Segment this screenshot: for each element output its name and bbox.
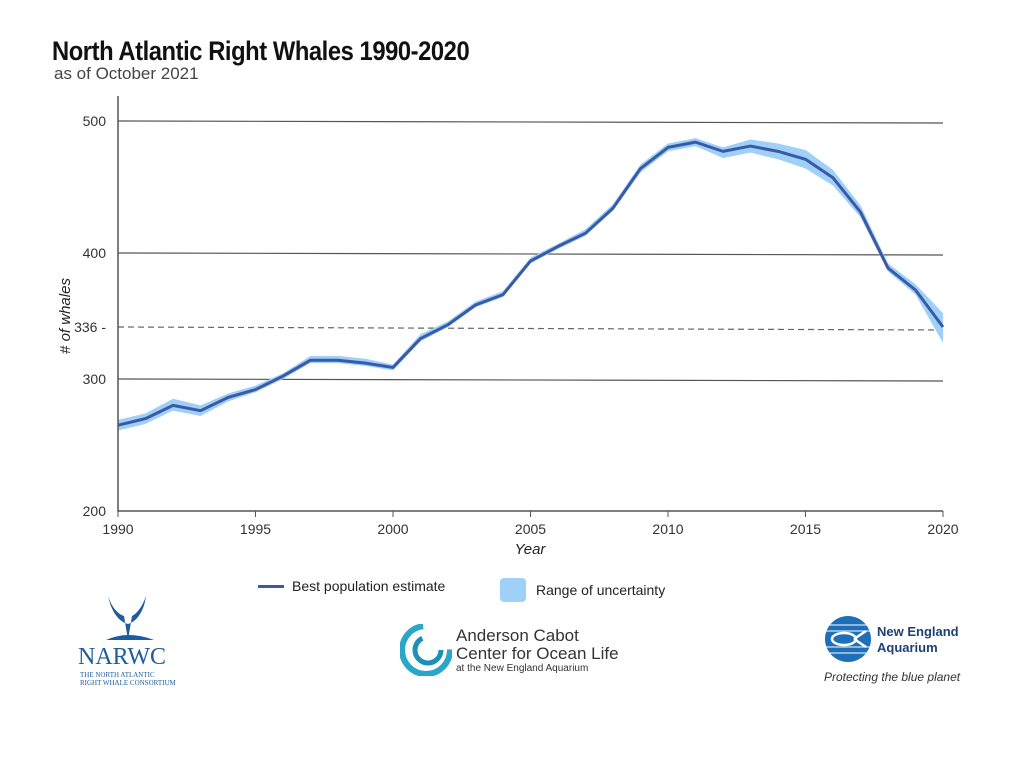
y-tick-label: 200 <box>83 503 107 519</box>
x-tick-label: 2005 <box>515 521 546 537</box>
nea-line1: New England <box>877 624 959 639</box>
narwc-name: NARWC <box>78 644 167 670</box>
narwc-line2: RIGHT WHALE CONSORTIUM <box>80 679 176 687</box>
legend-item-line: Best population estimate <box>258 578 445 594</box>
x-tick-label: 2015 <box>790 521 821 537</box>
nea-tagline: Protecting the blue planet <box>824 670 961 684</box>
gridline <box>117 252 944 256</box>
legend-item-band: Range of uncertainty <box>500 578 665 602</box>
y-tick-label: 500 <box>83 113 107 129</box>
anderson-cabot-wave-logo <box>400 624 452 676</box>
chart-subtitle: as of October 2021 <box>54 64 199 83</box>
legend-line-label: Best population estimate <box>292 578 446 594</box>
y-tick-label: 400 <box>83 245 107 261</box>
x-axis-label: Year <box>515 541 547 558</box>
gridline <box>117 120 944 124</box>
x-tick-label: 1990 <box>102 521 133 537</box>
best-estimate-line <box>117 140 945 427</box>
anderson-line3: at the New England Aquarium <box>456 663 589 674</box>
nea-line2: Aquarium <box>877 640 938 655</box>
narwc-line1: THE NORTH ATLANTIC <box>80 671 155 679</box>
anderson-line2: Center for Ocean Life <box>456 644 619 663</box>
x-tick-label: 2010 <box>652 521 683 537</box>
x-tick-label: 2000 <box>377 521 408 537</box>
y-tick-label: 300 <box>83 371 107 387</box>
gridline <box>117 378 944 382</box>
chart-title: North Atlantic Right Whales 1990-2020 <box>52 36 470 66</box>
x-tick-label: 1995 <box>240 521 271 537</box>
new-england-aquarium-fish-logo <box>825 616 871 662</box>
y-axis-label: # of whales <box>57 278 74 354</box>
legend-band-label: Range of uncertainty <box>536 582 666 598</box>
legend-line-swatch <box>258 584 284 588</box>
reference-line-336 <box>117 326 944 331</box>
x-tick-label: 2020 <box>927 521 958 537</box>
y-tick-label: 336 - <box>74 319 106 335</box>
legend-band-swatch <box>500 578 526 602</box>
narwc-whale-tail-logo <box>106 596 154 640</box>
uncertainty-band <box>118 138 943 431</box>
anderson-line1: Anderson Cabot <box>456 626 579 645</box>
